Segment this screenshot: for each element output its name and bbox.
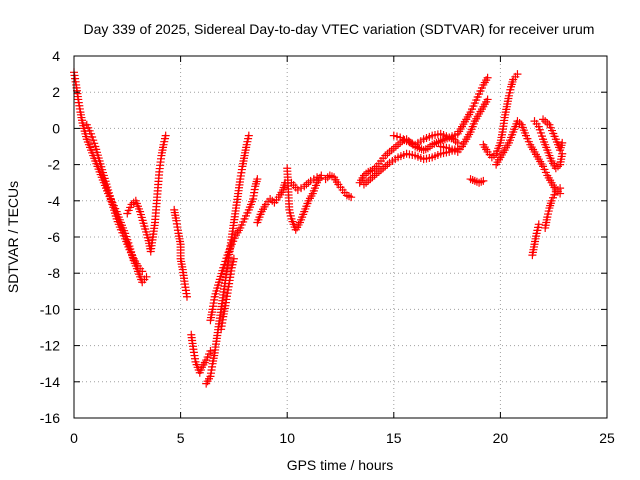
data-point xyxy=(415,144,424,153)
series-arc-21 xyxy=(539,115,567,155)
data-point xyxy=(253,175,262,184)
series-arc-5 xyxy=(187,330,215,377)
chart-title: Day 339 of 2025, Sidereal Day-to-day VTE… xyxy=(84,21,595,37)
data-point xyxy=(374,167,383,176)
x-tick-label: 15 xyxy=(386,430,402,446)
data-point xyxy=(383,149,392,158)
y-tick-label: -6 xyxy=(48,229,61,245)
series-arc-17 xyxy=(466,175,488,187)
data-point xyxy=(483,95,492,104)
series-arc-15 xyxy=(389,73,492,149)
series-arc-3 xyxy=(123,131,170,256)
y-tick-label: -16 xyxy=(40,410,60,426)
series-arc-11 xyxy=(287,173,322,194)
axis-ticks xyxy=(73,55,608,419)
series-arc-20 xyxy=(530,117,567,173)
data-point xyxy=(558,138,567,147)
x-tick-label: 5 xyxy=(177,430,185,446)
y-tick-label: -8 xyxy=(48,265,61,281)
data-point xyxy=(304,178,313,187)
data-point xyxy=(345,192,354,201)
x-tick-label: 25 xyxy=(599,430,615,446)
x-axis-label: GPS time / hours xyxy=(287,457,394,473)
data-point xyxy=(387,146,396,155)
series-arc-14 xyxy=(359,144,462,189)
y-tick-label: -14 xyxy=(40,374,60,390)
data-point xyxy=(313,173,322,182)
data-point xyxy=(370,171,379,180)
series-arc-23 xyxy=(541,184,565,232)
data-point xyxy=(539,115,548,124)
series-arc-8 xyxy=(217,254,238,334)
series-arc-9 xyxy=(253,178,290,227)
x-tick-label: 0 xyxy=(70,430,78,446)
series-arc-6 xyxy=(202,131,253,388)
data-point xyxy=(385,147,394,156)
data-point xyxy=(229,254,238,263)
data-point xyxy=(325,171,334,180)
data-point xyxy=(368,173,377,182)
data-point xyxy=(317,171,326,180)
data-point xyxy=(513,70,522,79)
data-point xyxy=(477,177,486,186)
x-tick-labels: 0 5 10 15 20 25 xyxy=(70,430,615,446)
y-axis-label: SDTVAR / TECUs xyxy=(5,181,21,293)
data-point xyxy=(394,140,403,149)
data-points xyxy=(70,68,567,388)
y-tick-label: -10 xyxy=(40,301,60,317)
y-tick-label: -4 xyxy=(48,193,61,209)
data-point xyxy=(368,166,377,175)
series-arc-10 xyxy=(283,164,326,234)
data-point xyxy=(364,167,373,176)
series-arc-16 xyxy=(436,95,492,156)
series-arc-1 xyxy=(70,68,151,287)
y-tick-label: 0 xyxy=(52,120,60,136)
series-arc-4 xyxy=(170,205,191,301)
data-point xyxy=(302,180,311,189)
data-point xyxy=(391,142,400,151)
series-arc-12 xyxy=(321,171,356,202)
y-tick-label: 2 xyxy=(52,84,60,100)
data-point xyxy=(383,160,392,169)
data-point xyxy=(556,184,565,193)
y-tick-label: -12 xyxy=(40,338,60,354)
data-point xyxy=(377,166,386,175)
data-point xyxy=(182,292,191,301)
data-point xyxy=(244,131,253,140)
data-point xyxy=(268,196,277,205)
data-point xyxy=(347,193,356,202)
series-arc-18 xyxy=(479,70,522,162)
data-point xyxy=(423,144,432,153)
data-point xyxy=(479,176,488,185)
data-point xyxy=(483,73,492,82)
data-point xyxy=(138,267,147,276)
grid-lines xyxy=(74,56,607,418)
y-tick-label: -2 xyxy=(48,157,61,173)
x-tick-label: 10 xyxy=(279,430,295,446)
data-point xyxy=(389,144,398,153)
x-tick-label: 20 xyxy=(493,430,509,446)
series-arc-2 xyxy=(82,120,147,276)
series-arc-7 xyxy=(206,175,262,325)
data-point xyxy=(206,347,215,356)
data-point xyxy=(541,117,550,126)
data-point xyxy=(470,176,479,185)
data-point xyxy=(534,220,543,229)
data-point xyxy=(142,272,151,281)
y-tick-labels: 4 2 0 -2 -4 -6 -8 -10 -12 -14 -16 xyxy=(40,48,60,426)
data-point xyxy=(543,118,552,127)
data-point xyxy=(161,131,170,140)
data-point xyxy=(366,175,375,184)
data-point xyxy=(379,164,388,173)
series-arc-22 xyxy=(528,220,543,260)
y-tick-label: 4 xyxy=(52,48,60,64)
